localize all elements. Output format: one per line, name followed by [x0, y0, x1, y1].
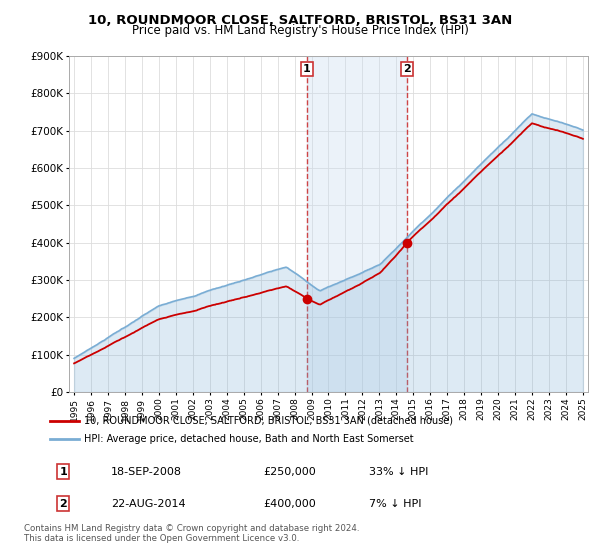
Text: 2: 2 [403, 64, 411, 74]
Text: £250,000: £250,000 [264, 466, 317, 477]
Text: 10, ROUNDMOOR CLOSE, SALTFORD, BRISTOL, BS31 3AN: 10, ROUNDMOOR CLOSE, SALTFORD, BRISTOL, … [88, 14, 512, 27]
Bar [307, 56, 407, 392]
Text: Contains HM Land Registry data © Crown copyright and database right 2024.
This d: Contains HM Land Registry data © Crown c… [24, 524, 359, 543]
Text: 7% ↓ HPI: 7% ↓ HPI [370, 499, 422, 509]
Text: 2: 2 [59, 499, 67, 509]
Text: 1: 1 [303, 64, 311, 74]
Text: 18-SEP-2008: 18-SEP-2008 [110, 466, 182, 477]
Text: 1: 1 [59, 466, 67, 477]
Text: Price paid vs. HM Land Registry's House Price Index (HPI): Price paid vs. HM Land Registry's House … [131, 24, 469, 37]
Text: 33% ↓ HPI: 33% ↓ HPI [370, 466, 429, 477]
Text: 22-AUG-2014: 22-AUG-2014 [110, 499, 185, 509]
Text: £400,000: £400,000 [264, 499, 317, 509]
Text: 10, ROUNDMOOR CLOSE, SALTFORD, BRISTOL, BS31 3AN (detached house): 10, ROUNDMOOR CLOSE, SALTFORD, BRISTOL, … [84, 416, 453, 426]
Text: HPI: Average price, detached house, Bath and North East Somerset: HPI: Average price, detached house, Bath… [84, 434, 414, 444]
